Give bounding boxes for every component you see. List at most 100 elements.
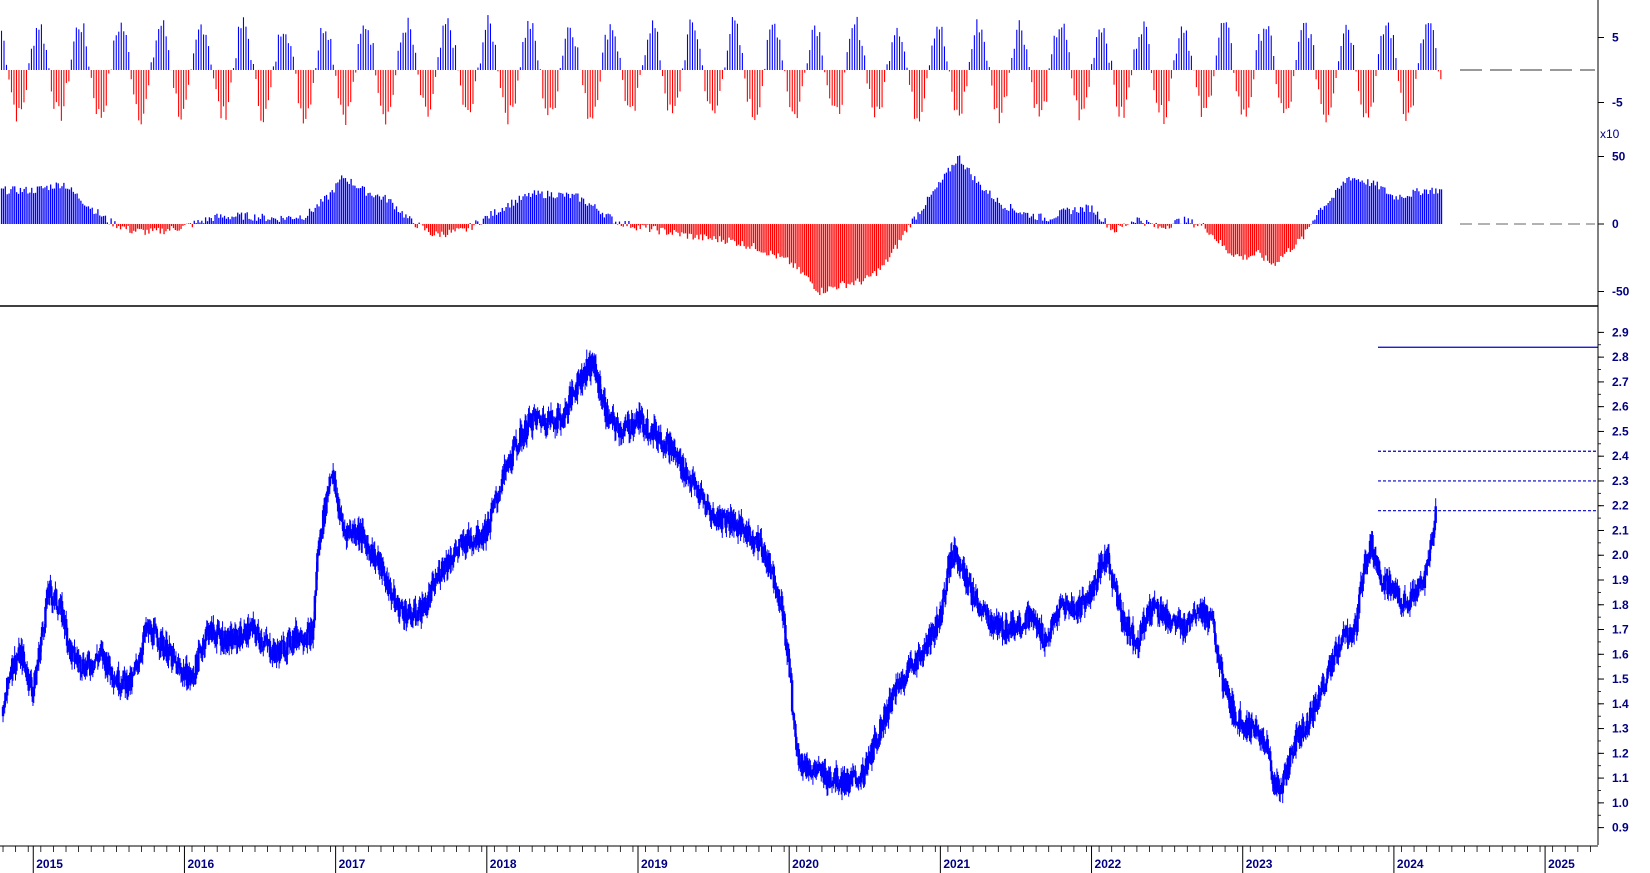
price-candle: [1170, 619, 1174, 626]
price-candle: [105, 656, 109, 675]
price-candle: [955, 547, 958, 555]
price-candle: [263, 640, 267, 642]
price-candle: [965, 568, 968, 587]
price-candle: [1142, 616, 1146, 620]
price-candle: [390, 592, 393, 601]
price-candle: [715, 522, 718, 524]
price-candle: [224, 634, 228, 649]
price-candle: [524, 420, 528, 440]
price-candle: [7, 678, 11, 683]
price-candle: [234, 628, 238, 633]
price-candle: [432, 578, 435, 591]
price-candle: [626, 421, 629, 428]
price-candle: [469, 535, 473, 547]
price-candle: [491, 507, 494, 509]
price-candle: [950, 552, 953, 560]
price-candle: [752, 544, 756, 549]
price-candle: [737, 520, 741, 531]
price-candle: [16, 657, 20, 660]
price-candle: [765, 557, 769, 564]
price-candle: [550, 411, 554, 417]
price-candle: [1281, 785, 1284, 794]
price-candle: [1049, 628, 1052, 639]
price-candle: [358, 530, 361, 542]
price-candle: [611, 412, 614, 424]
price-candle: [126, 689, 129, 694]
price-candle: [990, 615, 993, 628]
price-candle: [935, 615, 939, 637]
price-candle: [511, 446, 514, 467]
price-candle: [1208, 611, 1211, 621]
price-candle: [242, 638, 245, 640]
price-candle: [233, 628, 237, 644]
price-candle: [77, 658, 80, 664]
price-candle: [269, 657, 272, 659]
price-candle: [1333, 645, 1337, 656]
price-candle: [433, 586, 436, 591]
price-candle: [1018, 617, 1022, 629]
price-y-label: 2.3: [1612, 474, 1629, 488]
price-candle: [844, 773, 847, 791]
price-candle: [792, 713, 795, 721]
price-candle: [570, 387, 573, 406]
price-candle: [35, 670, 38, 685]
price-candle: [113, 680, 116, 685]
price-candle: [343, 529, 346, 533]
price-candle: [1116, 585, 1119, 607]
price-candle: [1367, 554, 1371, 558]
price-candle: [176, 661, 179, 674]
price-candle: [262, 641, 266, 648]
price-candle: [794, 723, 797, 737]
price-candle: [912, 666, 915, 671]
price-candle: [641, 413, 644, 416]
price-candle: [1072, 603, 1076, 616]
price-candle: [509, 454, 513, 466]
price-candle: [203, 640, 207, 650]
price-candle: [861, 764, 864, 772]
price-candle: [560, 420, 563, 427]
price-candle: [514, 438, 518, 446]
price-candle: [762, 546, 766, 560]
price-candle: [1353, 627, 1356, 636]
price-candle: [1308, 723, 1311, 729]
price-candle: [817, 763, 820, 770]
price-candle: [65, 627, 69, 646]
price-candle: [589, 371, 593, 377]
price-candle: [15, 660, 18, 672]
price-candle: [441, 561, 445, 572]
price-candle: [1364, 554, 1368, 570]
price-candle: [1149, 601, 1152, 620]
price-candle: [45, 604, 48, 607]
price-candle: [472, 541, 475, 548]
price-candle: [1175, 621, 1179, 623]
price-candle: [189, 677, 193, 682]
price-candle: [1002, 636, 1005, 638]
price-candle: [320, 529, 323, 538]
price-candle: [713, 514, 716, 526]
price-candle: [132, 674, 135, 676]
price-candle: [1006, 637, 1009, 639]
price-candle: [1412, 588, 1415, 598]
price-candle: [374, 558, 377, 567]
price-candle: [1282, 773, 1285, 786]
price-candle: [1361, 583, 1364, 592]
price-candle: [1325, 678, 1328, 684]
price-candle: [966, 586, 969, 588]
price-candle: [923, 643, 927, 645]
price-candle: [1214, 644, 1218, 648]
price-candle: [275, 652, 278, 660]
price-candle: [941, 599, 944, 615]
price-candle: [165, 639, 169, 662]
price-candle: [627, 419, 631, 435]
price-candle: [247, 635, 251, 639]
price-candle: [125, 675, 129, 694]
price-candle: [631, 418, 634, 431]
price-candle: [647, 437, 650, 439]
price-candle: [237, 635, 240, 640]
price-candle: [1330, 655, 1333, 677]
price-candle: [985, 610, 988, 616]
price-candle: [282, 640, 286, 657]
price-candle: [726, 516, 730, 522]
price-y-label: 0.9: [1612, 821, 1629, 835]
price-candle: [332, 471, 336, 484]
